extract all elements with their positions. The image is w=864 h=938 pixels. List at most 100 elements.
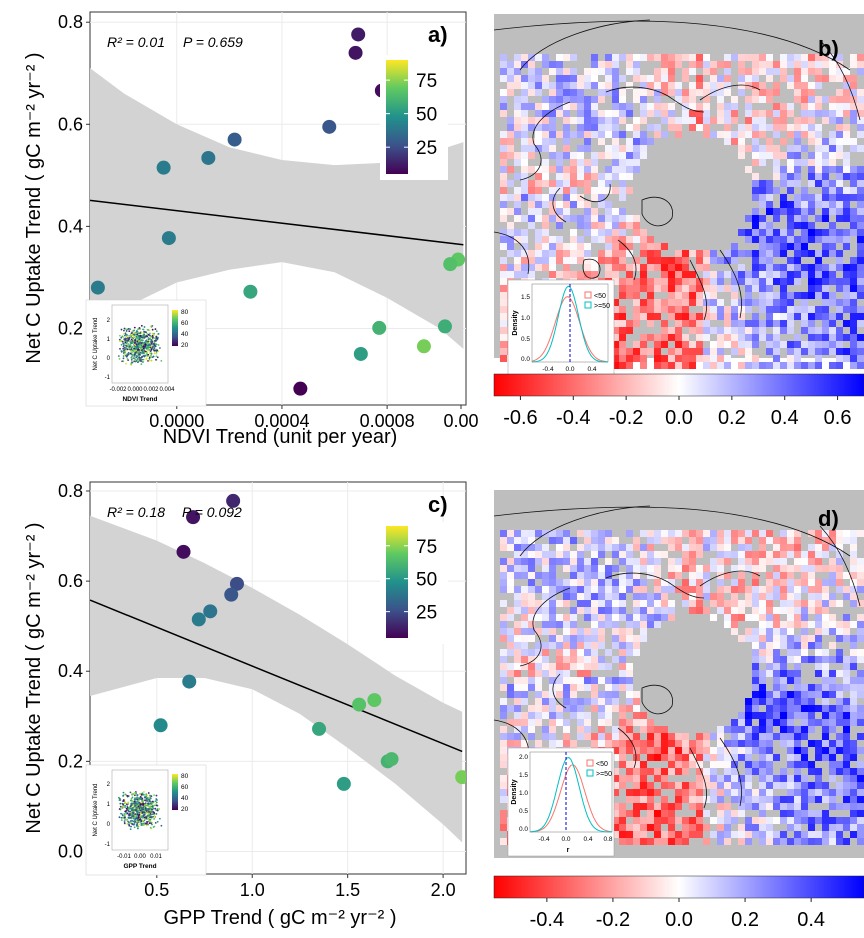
map-cell <box>521 110 528 117</box>
map-cell <box>682 117 689 124</box>
map-cell <box>556 208 563 215</box>
map-cell <box>668 824 675 831</box>
map-cell <box>500 285 507 292</box>
map-cell <box>682 313 689 320</box>
map-cell <box>556 551 563 558</box>
inset-dot <box>129 828 132 831</box>
map-cell <box>829 726 836 733</box>
map-cell <box>675 54 682 61</box>
map-cell <box>822 145 829 152</box>
map-cell <box>521 187 528 194</box>
map-cell <box>857 362 864 369</box>
map-cell <box>556 530 563 537</box>
map-cell <box>745 75 752 82</box>
map-cell <box>857 355 864 362</box>
map-cell <box>577 257 584 264</box>
map-cell <box>570 642 577 649</box>
map-cell <box>675 768 682 775</box>
map-cell <box>619 838 626 845</box>
map-cell <box>514 740 521 747</box>
inset-dot <box>135 356 138 359</box>
inset-dot <box>133 806 136 809</box>
map-cell <box>815 663 822 670</box>
inset-dot <box>130 825 132 828</box>
map-cell <box>563 537 570 544</box>
map-cell <box>731 614 738 621</box>
map-cell <box>843 768 850 775</box>
inset-dot <box>153 332 156 335</box>
inset-dot <box>131 337 134 339</box>
map-cell <box>717 775 724 782</box>
map-cell <box>668 264 675 271</box>
map-cell <box>563 670 570 677</box>
map-cell <box>801 194 808 201</box>
map-cell <box>633 789 640 796</box>
map-cell <box>752 803 759 810</box>
map-cell <box>808 544 815 551</box>
map-cell <box>675 292 682 299</box>
map-cell <box>703 740 710 747</box>
map-cell <box>787 754 794 761</box>
map-cell <box>724 334 731 341</box>
map-cell <box>661 334 668 341</box>
map-cell <box>542 544 549 551</box>
map-cell <box>843 817 850 824</box>
map-cell <box>766 775 773 782</box>
map-cell <box>521 96 528 103</box>
map-cell <box>563 698 570 705</box>
map-cell <box>787 775 794 782</box>
map-cell <box>577 222 584 229</box>
map-cell <box>794 194 801 201</box>
map-cell <box>808 138 815 145</box>
map-cell <box>801 313 808 320</box>
map-cell <box>829 243 836 250</box>
map-cell <box>731 341 738 348</box>
map-cell <box>843 138 850 145</box>
map-cell <box>598 82 605 89</box>
map-cell <box>514 229 521 236</box>
map-cell <box>654 754 661 761</box>
map-cell <box>640 82 647 89</box>
map-cell <box>563 257 570 264</box>
map-cell <box>738 82 745 89</box>
map-cell <box>857 705 864 712</box>
map-cell <box>759 607 766 614</box>
map-cell <box>843 355 850 362</box>
map-cell <box>598 663 605 670</box>
inset-dot <box>152 334 155 337</box>
map-cell <box>640 558 647 565</box>
map-cell <box>801 733 808 740</box>
map-cell <box>549 166 556 173</box>
map-cell <box>556 271 563 278</box>
map-cell <box>570 180 577 187</box>
map-cell <box>647 733 654 740</box>
map-cell <box>724 327 731 334</box>
map-cell <box>535 670 542 677</box>
map-cell <box>710 796 717 803</box>
map-cell <box>689 607 696 614</box>
map-cell <box>780 803 787 810</box>
map-cell <box>612 803 619 810</box>
map-cell <box>647 621 654 628</box>
map-cell <box>696 789 703 796</box>
inset-dot <box>136 330 138 333</box>
map-cell <box>759 754 766 761</box>
map-cell <box>696 796 703 803</box>
map-cell <box>696 250 703 257</box>
map-cell <box>766 124 773 131</box>
inset-dot <box>123 351 125 353</box>
map-cell <box>507 733 514 740</box>
panel-label-c: c) <box>428 492 448 517</box>
map-cell <box>731 243 738 250</box>
map-cell <box>822 159 829 166</box>
map-cell <box>843 698 850 705</box>
map-cell <box>514 75 521 82</box>
map-cell <box>633 320 640 327</box>
inset-dot <box>120 816 123 819</box>
map-cell <box>500 649 507 656</box>
map-cell <box>717 740 724 747</box>
map-cell <box>850 642 857 649</box>
map-cell <box>514 54 521 61</box>
xtick-label-a-1: 0.0004 <box>254 411 309 431</box>
map-cell <box>745 271 752 278</box>
